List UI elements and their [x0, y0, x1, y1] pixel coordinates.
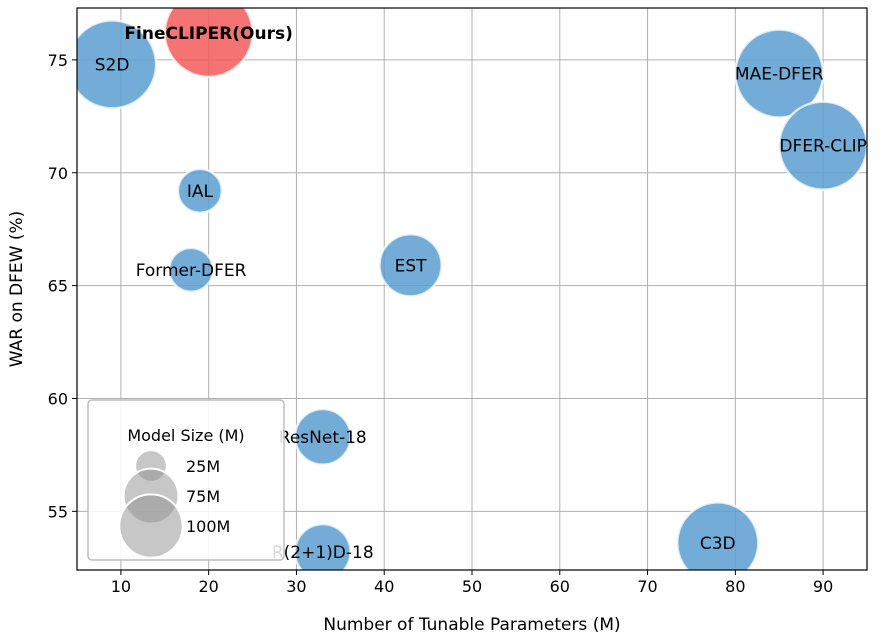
point-label: C3D [700, 534, 736, 554]
x-tick-label: 70 [637, 577, 657, 596]
data-bubble [675, 501, 760, 570]
data-bubble [163, 8, 254, 79]
legend-entry-label: 75M [186, 487, 220, 506]
x-tick-label: 10 [111, 577, 131, 596]
y-axis-label: WAR on DFEW (%) [7, 211, 27, 368]
x-tick-label: 20 [198, 577, 218, 596]
x-tick-label: 30 [286, 577, 306, 596]
data-bubble [77, 19, 158, 110]
point-label: DFER-CLIP [779, 137, 866, 157]
point-label: S2D [95, 55, 130, 75]
y-axis-ticks: 55 60 65 70 75 [48, 51, 77, 521]
point-label: FineCLIPER(Ours) [124, 24, 292, 44]
data-bubble [378, 232, 443, 298]
y-tick-label: 60 [48, 389, 68, 408]
x-tick-label: 60 [550, 577, 570, 596]
y-tick-label: 70 [48, 164, 68, 183]
data-bubble [733, 28, 825, 119]
legend: Model Size (M) 25M 75M 100M [87, 399, 285, 561]
x-axis-ticks: 10 20 30 40 50 60 70 80 90 [111, 570, 833, 596]
data-bubble [176, 167, 224, 215]
data-bubble [167, 246, 215, 294]
legend-size-marker [118, 493, 184, 559]
y-tick-label: 75 [48, 51, 68, 70]
legend-frame [87, 399, 285, 561]
x-tick-label: 90 [813, 577, 833, 596]
y-tick-label: 55 [48, 502, 68, 521]
legend-entry-label: 25M [186, 457, 220, 476]
point-label: Former-DFER [136, 261, 247, 281]
data-bubble [293, 522, 352, 570]
x-axis-label: Number of Tunable Parameters (M) [323, 615, 620, 635]
legend-entries: 25M 75M 100M [118, 449, 230, 559]
x-tick-label: 80 [725, 577, 745, 596]
y-tick-label: 65 [48, 277, 68, 296]
point-label: R(2+1)D-18 [272, 543, 374, 563]
data-bubble [293, 407, 352, 466]
point-label: ResNet-18 [279, 428, 367, 448]
x-tick-label: 50 [462, 577, 482, 596]
data-bubbles [77, 8, 867, 570]
legend-title: Model Size (M) [127, 426, 244, 445]
x-tick-label: 40 [374, 577, 394, 596]
point-label: MAE-DFER [735, 64, 824, 84]
data-bubble [777, 100, 867, 191]
point-label: EST [395, 256, 428, 276]
point-label: IAL [187, 182, 214, 202]
legend-entry-label: 100M [186, 517, 230, 536]
point-labels: FineCLIPER(Ours) S2D MAE-DFER DFER-CLIP IAL F… [95, 24, 867, 563]
